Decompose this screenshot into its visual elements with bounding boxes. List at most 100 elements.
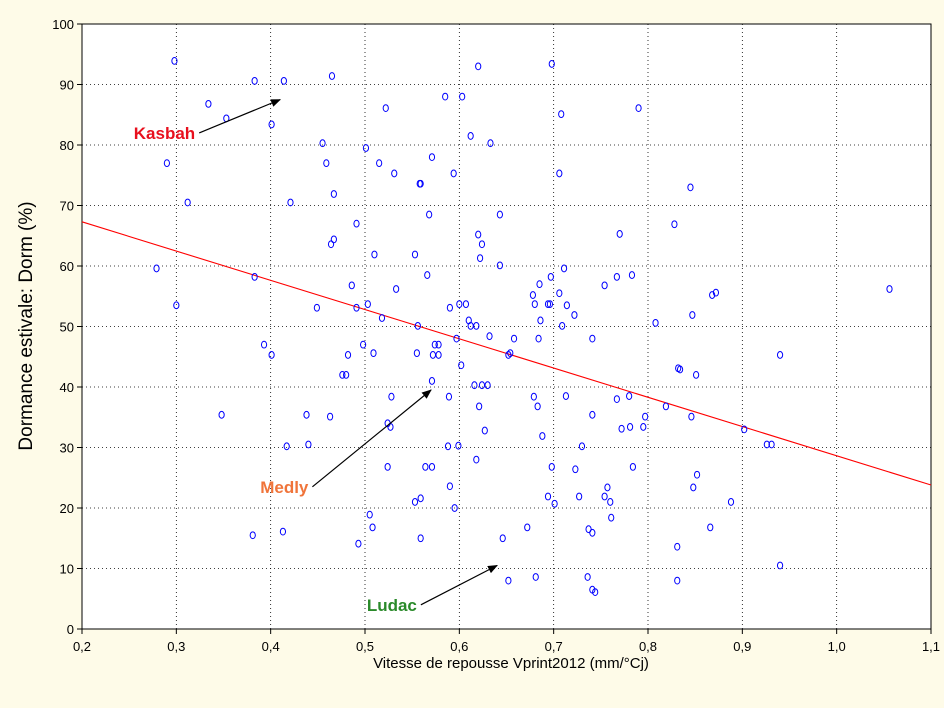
x-tick-label: 1,1 [922,639,940,654]
data-point [589,334,596,343]
data-point [382,104,389,112]
data-point [456,300,463,309]
data-point [355,539,362,548]
data-point [607,498,614,506]
data-point [353,219,360,228]
x-tick-label: 0,2 [73,639,91,654]
data-point [428,462,436,471]
data-point [613,272,620,281]
data-point [768,440,775,449]
data-point [584,573,591,581]
data-point [613,395,620,404]
data-point [576,492,583,501]
data-point [411,498,419,506]
data-point [384,462,391,471]
data-point [676,365,684,374]
data-point [305,440,312,449]
data-point [153,264,160,273]
data-point [530,392,537,401]
data-point [268,120,275,129]
data-point [604,483,611,492]
data-point [544,300,552,309]
x-tick-label: 0,5 [356,639,374,654]
regression-line-group [81,221,932,486]
data-point [287,198,294,207]
data-point [444,442,452,451]
x-tick-label: 1,0 [828,639,846,654]
data-point [535,334,542,343]
data-point [323,159,330,168]
data-point [727,498,735,506]
data-point [326,412,334,421]
data-point [343,371,350,379]
data-point [551,499,558,508]
data-point [674,542,681,551]
data-point [626,392,633,400]
data-point [481,426,488,435]
data-point [411,250,419,259]
data-point [371,250,378,259]
data-points [153,57,893,596]
y-tick-label: 70 [60,199,74,214]
data-point [496,210,503,219]
data-point [353,303,360,312]
data-point [473,455,480,464]
data-point [344,351,352,359]
data-point [709,291,716,299]
data-point [556,289,563,298]
data-point [589,410,596,419]
data-point [327,240,335,249]
data-point [496,261,503,270]
data-point [652,318,659,327]
data-point [532,573,539,581]
grid [82,24,931,629]
data-point [693,470,701,479]
data-point [601,492,608,501]
data-point [510,334,518,343]
data-point [547,272,554,281]
data-point [642,412,649,421]
data-point [362,144,370,152]
data-point [537,316,544,325]
y-axis-title: Dormance estivale: Dorm (%) [16,201,37,450]
y-tick-label: 10 [60,562,74,577]
data-point [572,465,579,474]
data-point [339,371,346,379]
data-point [626,423,634,431]
data-point [475,62,482,71]
data-point [268,351,275,359]
data-point [671,220,678,229]
data-point [328,72,336,80]
data-point [360,340,367,349]
data-point [348,281,355,290]
data-point [442,92,449,101]
data-point [616,230,623,238]
data-point [635,104,642,112]
data-point [563,301,570,310]
data-point [688,412,695,421]
data-point [376,159,383,168]
data-point [487,139,494,148]
y-tick-label: 30 [60,441,74,456]
data-point [529,291,537,299]
data-point [431,340,438,349]
data-point [592,588,599,596]
data-point [618,424,625,433]
data-point [589,528,596,537]
data-point [524,523,531,532]
data-point [171,57,178,65]
data-point [424,271,431,279]
data-point [556,169,563,178]
data-point [205,99,212,108]
data-point [674,576,681,585]
data-point [388,392,395,401]
y-tick-label: 100 [52,17,74,32]
x-tick-label: 0,8 [639,639,657,654]
x-axis-title: Vitesse de repousse Vprint2012 (mm/°Cj) [373,655,649,672]
data-point [707,523,714,532]
data-point [546,300,553,309]
data-point [435,351,442,359]
data-point [687,183,694,192]
data-point [539,432,546,440]
